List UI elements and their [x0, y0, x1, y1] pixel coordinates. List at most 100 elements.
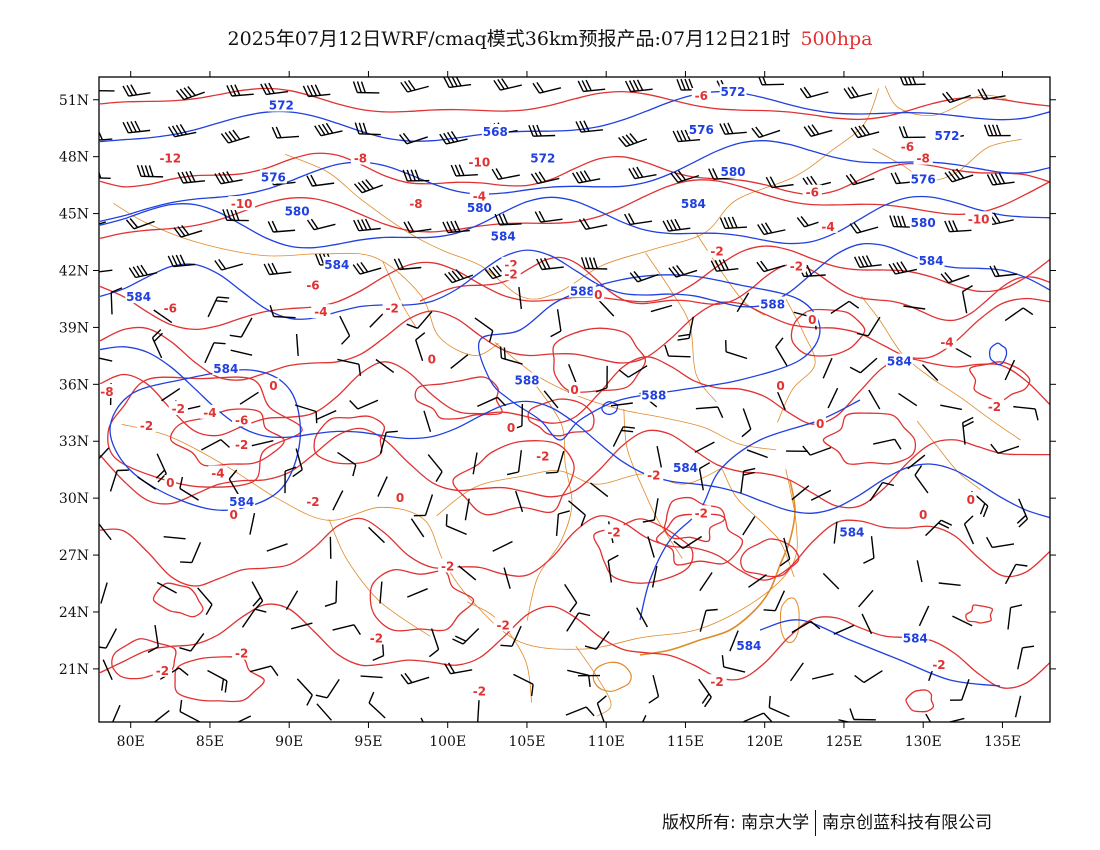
temperature-contour	[790, 308, 866, 357]
lon-label: 95E	[354, 734, 382, 750]
barb-feather	[402, 169, 408, 182]
barb-feather	[153, 332, 163, 343]
barb-feather	[183, 87, 193, 98]
barb-feather	[454, 220, 461, 232]
temperature-contour	[655, 513, 744, 566]
wind-barb	[676, 78, 704, 91]
barb-feather	[446, 221, 453, 233]
wind-barb	[925, 519, 953, 537]
lat-label: 51N	[59, 93, 89, 109]
barb-feather	[306, 85, 314, 97]
barb-feather	[680, 78, 686, 91]
barb-staff	[99, 522, 112, 541]
barb-feather	[806, 264, 813, 277]
barb-staff	[598, 299, 615, 317]
barb-staff	[743, 712, 764, 722]
temperature-contour	[99, 603, 1050, 689]
barb-feather	[578, 612, 591, 617]
wind-barb	[854, 670, 883, 684]
height-label: 584	[673, 461, 698, 475]
barb-feather	[811, 124, 820, 135]
height-label-bg	[886, 353, 913, 368]
barb-feather	[741, 428, 752, 438]
barb-feather	[83, 460, 94, 465]
barb-feather	[226, 171, 234, 182]
barb-feather	[762, 77, 767, 85]
barb-feather	[314, 125, 322, 137]
barb-feather	[358, 364, 362, 376]
barb-feather	[484, 269, 494, 280]
barb-staff	[511, 625, 522, 647]
temperature-label-bg	[311, 304, 331, 319]
barb-feather	[93, 80, 97, 91]
barb-feather	[360, 261, 369, 273]
wind-barb	[324, 580, 338, 607]
wind-barb	[670, 170, 700, 183]
barb-feather	[894, 172, 901, 184]
wind-barb	[985, 536, 1015, 549]
wind-barb	[349, 399, 379, 410]
height-label-bg	[489, 228, 517, 243]
temperature-label: -6	[695, 89, 708, 103]
wind-barb	[849, 222, 879, 234]
barb-feather	[447, 271, 457, 282]
temperature-contour	[174, 656, 265, 703]
barb-feather	[845, 174, 854, 186]
temperature-label-bg	[168, 401, 188, 415]
temperature-contour	[452, 440, 575, 516]
barb-feather	[775, 337, 784, 348]
barb-feather	[944, 220, 951, 232]
wind-barb	[368, 526, 385, 544]
barb-feather	[664, 344, 670, 357]
wind-barb	[803, 124, 833, 137]
wind-barb	[400, 79, 429, 93]
temperature-label-bg	[568, 382, 581, 396]
barb-feather	[89, 345, 91, 357]
temperature-label-bg	[382, 300, 402, 315]
barb-staff	[769, 706, 790, 718]
barb-feather	[130, 84, 138, 96]
barb-staff	[337, 451, 357, 466]
wind-barb	[914, 465, 929, 494]
barb-feather	[765, 176, 773, 188]
barb-staff	[503, 567, 511, 589]
wind-barb	[353, 218, 381, 232]
barb-staff	[458, 565, 477, 581]
wind-barb	[99, 130, 113, 141]
wind-barb	[916, 560, 923, 583]
barb-feather	[757, 224, 765, 235]
height-label: 588	[760, 298, 785, 312]
boundary-line	[113, 202, 499, 356]
wind-barb	[93, 80, 115, 92]
temperature-label: -6	[806, 186, 819, 200]
barb-feather	[132, 266, 141, 278]
wind-barb	[779, 537, 791, 567]
barb-staff	[809, 446, 832, 456]
barb-feather	[406, 169, 412, 182]
wind-barb	[853, 255, 882, 268]
barb-staff	[650, 304, 673, 313]
barb-staff	[100, 582, 108, 604]
barb-feather	[444, 273, 453, 284]
barb-feather	[1015, 563, 1028, 567]
barb-staff	[446, 525, 467, 536]
barb-feather	[89, 167, 93, 178]
barb-feather	[727, 122, 734, 134]
temperature-label: -2	[504, 267, 517, 281]
temperature-label-bg	[691, 88, 711, 102]
height-contour	[99, 90, 1050, 143]
barb-feather	[810, 175, 818, 187]
wind-barb	[102, 659, 113, 681]
wind-barb	[791, 485, 810, 501]
barb-staff	[423, 410, 432, 433]
barb-staff	[332, 490, 344, 511]
barb-staff	[368, 702, 386, 719]
barb-feather	[743, 471, 755, 476]
barb-staff	[567, 669, 589, 676]
barb-feather	[99, 139, 100, 140]
wind-barb	[850, 124, 880, 139]
barb-feather	[907, 77, 913, 85]
barb-feather	[189, 170, 196, 183]
barb-feather	[856, 332, 869, 337]
barb-feather	[443, 132, 451, 144]
